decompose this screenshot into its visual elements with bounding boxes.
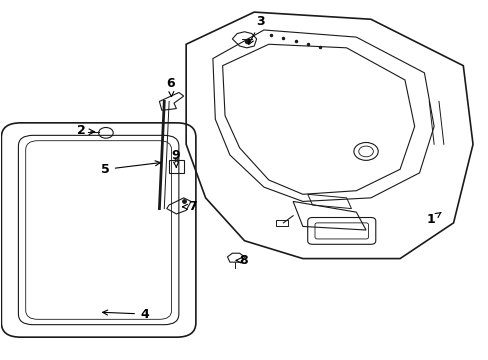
Text: 7: 7 <box>182 201 197 213</box>
Text: 8: 8 <box>236 254 248 267</box>
Text: 9: 9 <box>171 149 180 167</box>
Text: 4: 4 <box>102 307 148 320</box>
Bar <box>276 220 287 226</box>
Text: 1: 1 <box>426 212 440 226</box>
Text: 5: 5 <box>101 161 160 176</box>
Bar <box>169 160 183 173</box>
Text: 6: 6 <box>166 77 175 96</box>
Text: 2: 2 <box>77 124 86 137</box>
Text: 3: 3 <box>248 15 264 44</box>
